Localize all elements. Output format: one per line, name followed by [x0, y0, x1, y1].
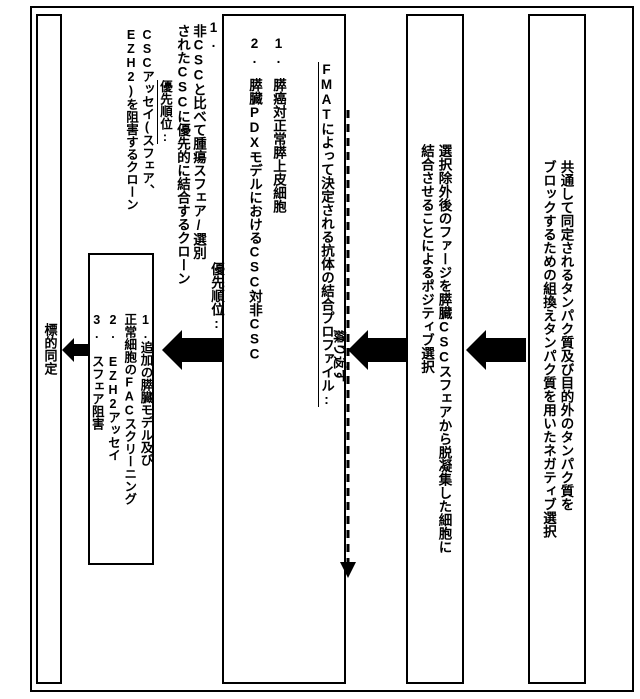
box1-line1: 共通して同定されるタンパク質及び目的外のタンパク質を: [559, 160, 574, 511]
target-id-box: 標的同定: [36, 14, 62, 684]
box3-item1: 膵癌対正常膵上皮細胞: [268, 78, 288, 213]
box4-line3: 2. EZH2アッセイ: [106, 313, 120, 461]
box2-line1: 選択除外後のファージを膵臓CSCスフェアから脱凝集した細胞に: [437, 144, 452, 554]
dashed-repeat: [338, 110, 358, 580]
side-right-title: 優先順位:: [156, 80, 175, 144]
box2-line2: 結合させることによるポジティブ選択: [419, 144, 434, 374]
step-box-4: 1.追加の膵臓モデル及び 正常細胞のFACスクリーニング 2. EZH2アッセイ…: [88, 253, 154, 565]
step-box-2: 選択除外後のファージを膵臓CSCスフェアから脱凝集した細胞に 結合させることによ…: [406, 14, 464, 684]
prio-right-line2: されたCSCに優先的に結合するクローン: [172, 24, 192, 285]
box3-item2: 膵臓PDXモデルにおけるCSC対非CSC: [244, 78, 264, 362]
step-box-3: FMATによって決定される抗体の結合プロファイル: 1. 2. 膵癌対正常膵上皮…: [222, 14, 346, 684]
box4-line4: 3. スフェア阻害: [90, 313, 104, 430]
box1-line2: ブロックするための組換えタンパク質を用いたネガティブ選択: [541, 160, 556, 538]
priority-left-label: 優先順位:: [206, 262, 226, 331]
box3-num2: 2.: [247, 36, 262, 66]
prio-right-num: 1.: [206, 20, 221, 50]
box4-line2: 正常細胞のFACスクリーニング: [122, 313, 136, 505]
side-right-line2: EZH2)を阻害するクローン: [122, 28, 141, 211]
box4-line1: 1.追加の膵臓モデル及び: [139, 313, 153, 466]
final-label: 標的同定: [41, 323, 58, 375]
arrow-4: [62, 338, 88, 362]
arrow-1: [466, 330, 526, 370]
box3-num1: 1.: [271, 36, 286, 66]
step-box-1: 共通して同定されるタンパク質及び目的外のタンパク質を ブロックするための組換えタ…: [528, 14, 586, 684]
arrow-3: [162, 330, 222, 370]
